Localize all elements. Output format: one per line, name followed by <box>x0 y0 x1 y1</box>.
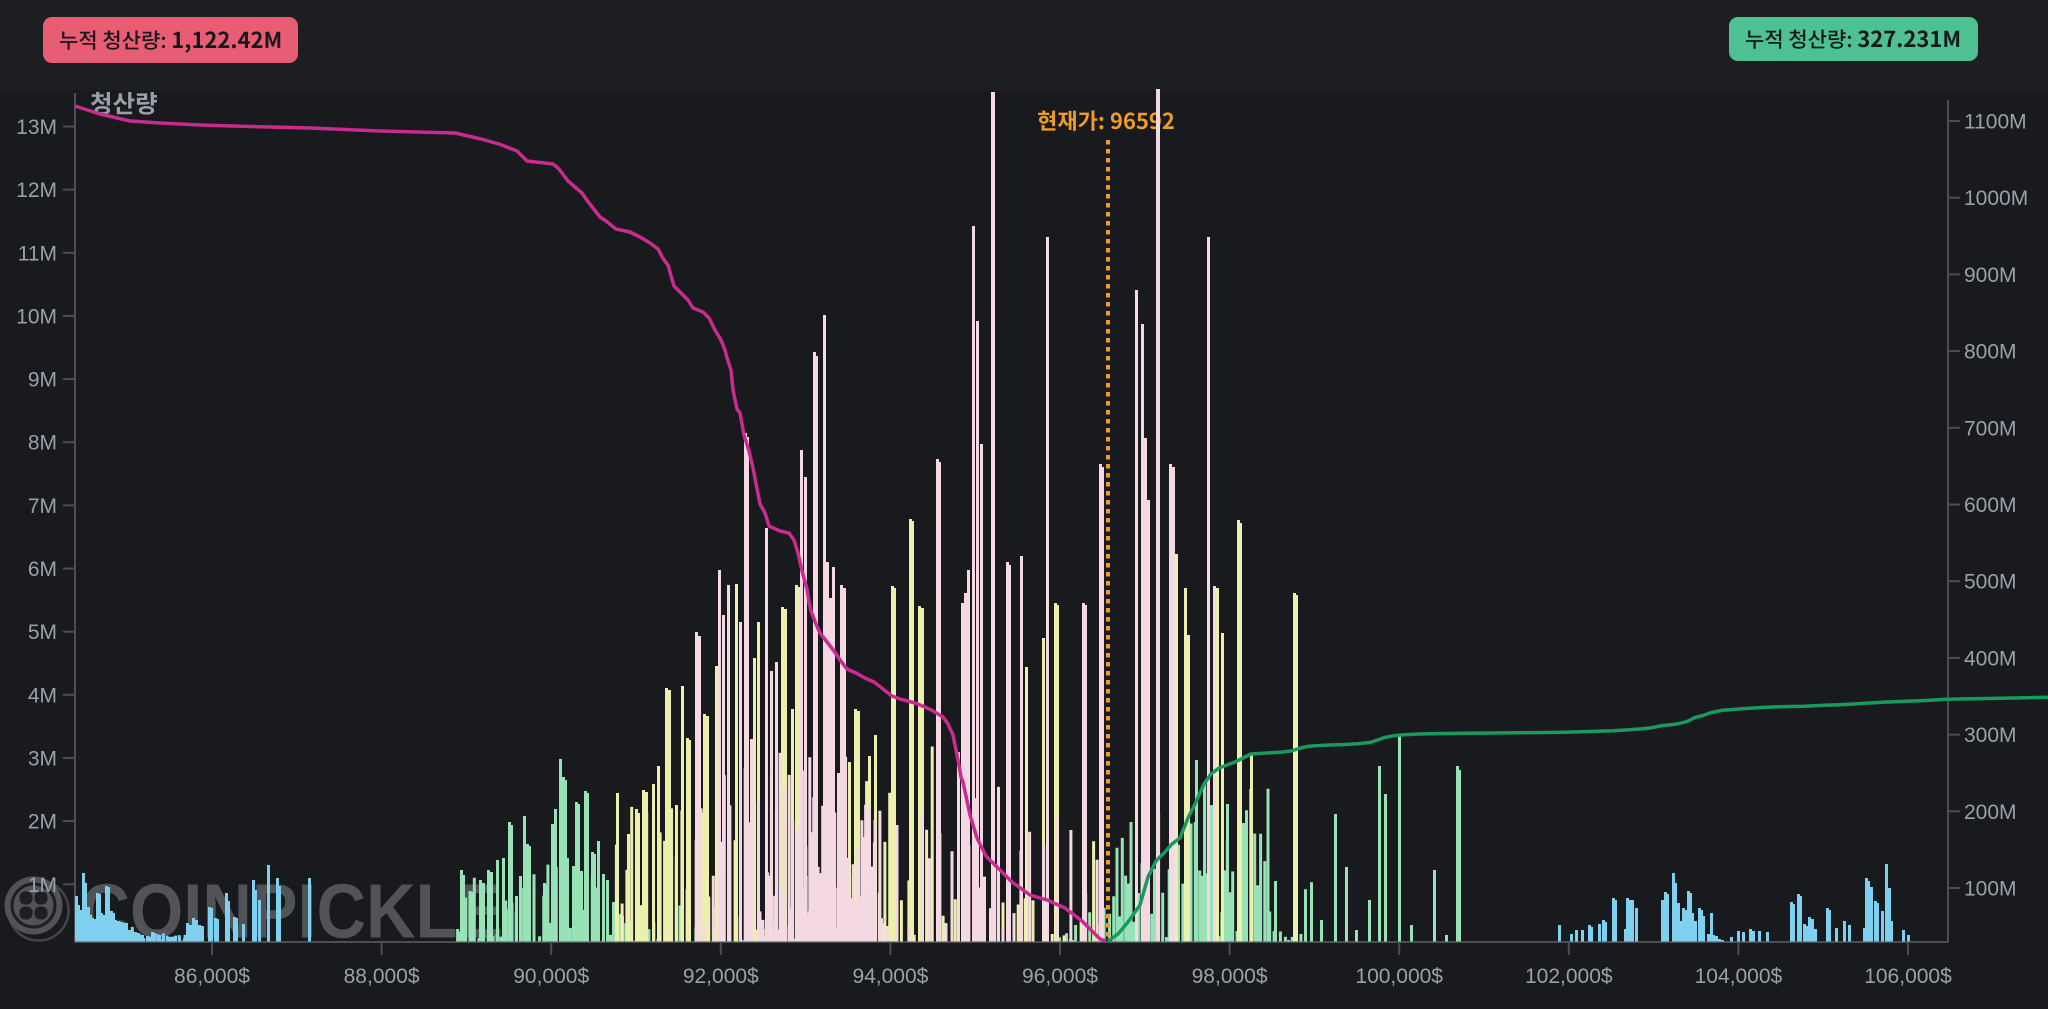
svg-text:7M: 7M <box>28 495 57 518</box>
svg-text:400M: 400M <box>1964 647 2017 670</box>
svg-text:98,000$: 98,000$ <box>1192 965 1268 988</box>
svg-text:10M: 10M <box>16 305 57 328</box>
svg-text:1000M: 1000M <box>1964 187 2028 210</box>
svg-text:700M: 700M <box>1964 417 2017 440</box>
svg-text:3M: 3M <box>28 748 57 771</box>
svg-text:100M: 100M <box>1964 878 2017 901</box>
svg-text:86,000$: 86,000$ <box>174 965 250 988</box>
svg-text:100,000$: 100,000$ <box>1355 965 1443 988</box>
svg-text:96,000$: 96,000$ <box>1022 965 1098 988</box>
svg-text:9M: 9M <box>28 369 57 392</box>
svg-text:500M: 500M <box>1964 571 2017 594</box>
svg-text:106,000$: 106,000$ <box>1864 965 1952 988</box>
svg-text:94,000$: 94,000$ <box>852 965 928 988</box>
svg-text:90,000$: 90,000$ <box>513 965 589 988</box>
svg-text:11M: 11M <box>18 242 57 265</box>
svg-text:8M: 8M <box>28 432 57 455</box>
svg-text:2M: 2M <box>28 811 57 834</box>
svg-text:800M: 800M <box>1964 341 2017 364</box>
svg-text:13M: 13M <box>16 116 57 139</box>
svg-text:102,000$: 102,000$ <box>1525 965 1613 988</box>
svg-text:1M: 1M <box>28 874 57 897</box>
svg-text:104,000$: 104,000$ <box>1695 965 1783 988</box>
svg-text:1100M: 1100M <box>1964 111 2027 134</box>
svg-text:5M: 5M <box>28 621 57 644</box>
svg-text:6M: 6M <box>28 558 57 581</box>
svg-text:88,000$: 88,000$ <box>344 965 420 988</box>
svg-text:900M: 900M <box>1964 264 2017 287</box>
svg-text:600M: 600M <box>1964 494 2017 517</box>
svg-text:4M: 4M <box>28 684 57 707</box>
svg-text:300M: 300M <box>1964 724 2017 747</box>
svg-text:12M: 12M <box>16 179 57 202</box>
svg-text:92,000$: 92,000$ <box>683 965 759 988</box>
svg-text:200M: 200M <box>1964 801 2017 824</box>
